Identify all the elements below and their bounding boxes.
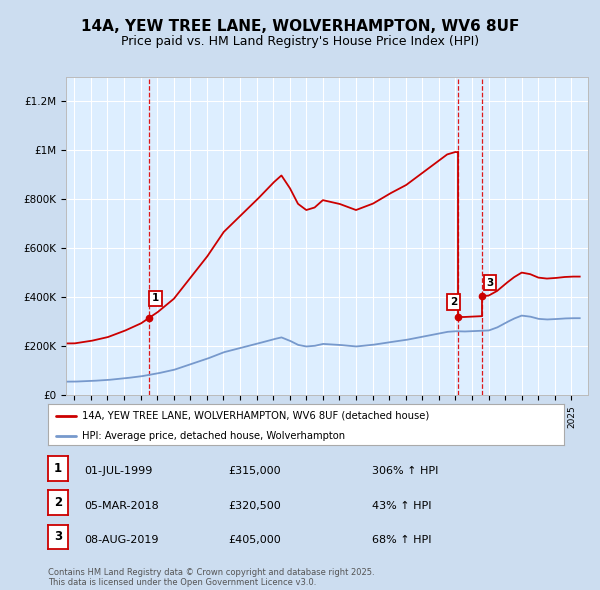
- Text: £315,000: £315,000: [228, 466, 281, 476]
- Text: 08-AUG-2019: 08-AUG-2019: [84, 535, 158, 545]
- Text: £320,500: £320,500: [228, 500, 281, 510]
- Text: 2: 2: [449, 297, 457, 307]
- Text: 68% ↑ HPI: 68% ↑ HPI: [372, 535, 431, 545]
- Text: 1: 1: [54, 462, 62, 475]
- Text: 3: 3: [486, 277, 494, 287]
- Text: 2: 2: [54, 496, 62, 509]
- Text: 1: 1: [152, 293, 159, 303]
- Text: 14A, YEW TREE LANE, WOLVERHAMPTON, WV6 8UF: 14A, YEW TREE LANE, WOLVERHAMPTON, WV6 8…: [81, 19, 519, 34]
- Text: HPI: Average price, detached house, Wolverhampton: HPI: Average price, detached house, Wolv…: [82, 431, 344, 441]
- Text: 3: 3: [54, 530, 62, 543]
- Text: 43% ↑ HPI: 43% ↑ HPI: [372, 500, 431, 510]
- Text: 14A, YEW TREE LANE, WOLVERHAMPTON, WV6 8UF (detached house): 14A, YEW TREE LANE, WOLVERHAMPTON, WV6 8…: [82, 411, 429, 421]
- Text: 01-JUL-1999: 01-JUL-1999: [84, 466, 152, 476]
- Text: Contains HM Land Registry data © Crown copyright and database right 2025.
This d: Contains HM Land Registry data © Crown c…: [48, 568, 374, 587]
- Text: Price paid vs. HM Land Registry's House Price Index (HPI): Price paid vs. HM Land Registry's House …: [121, 35, 479, 48]
- Text: 05-MAR-2018: 05-MAR-2018: [84, 500, 159, 510]
- Text: £405,000: £405,000: [228, 535, 281, 545]
- Text: 306% ↑ HPI: 306% ↑ HPI: [372, 466, 439, 476]
